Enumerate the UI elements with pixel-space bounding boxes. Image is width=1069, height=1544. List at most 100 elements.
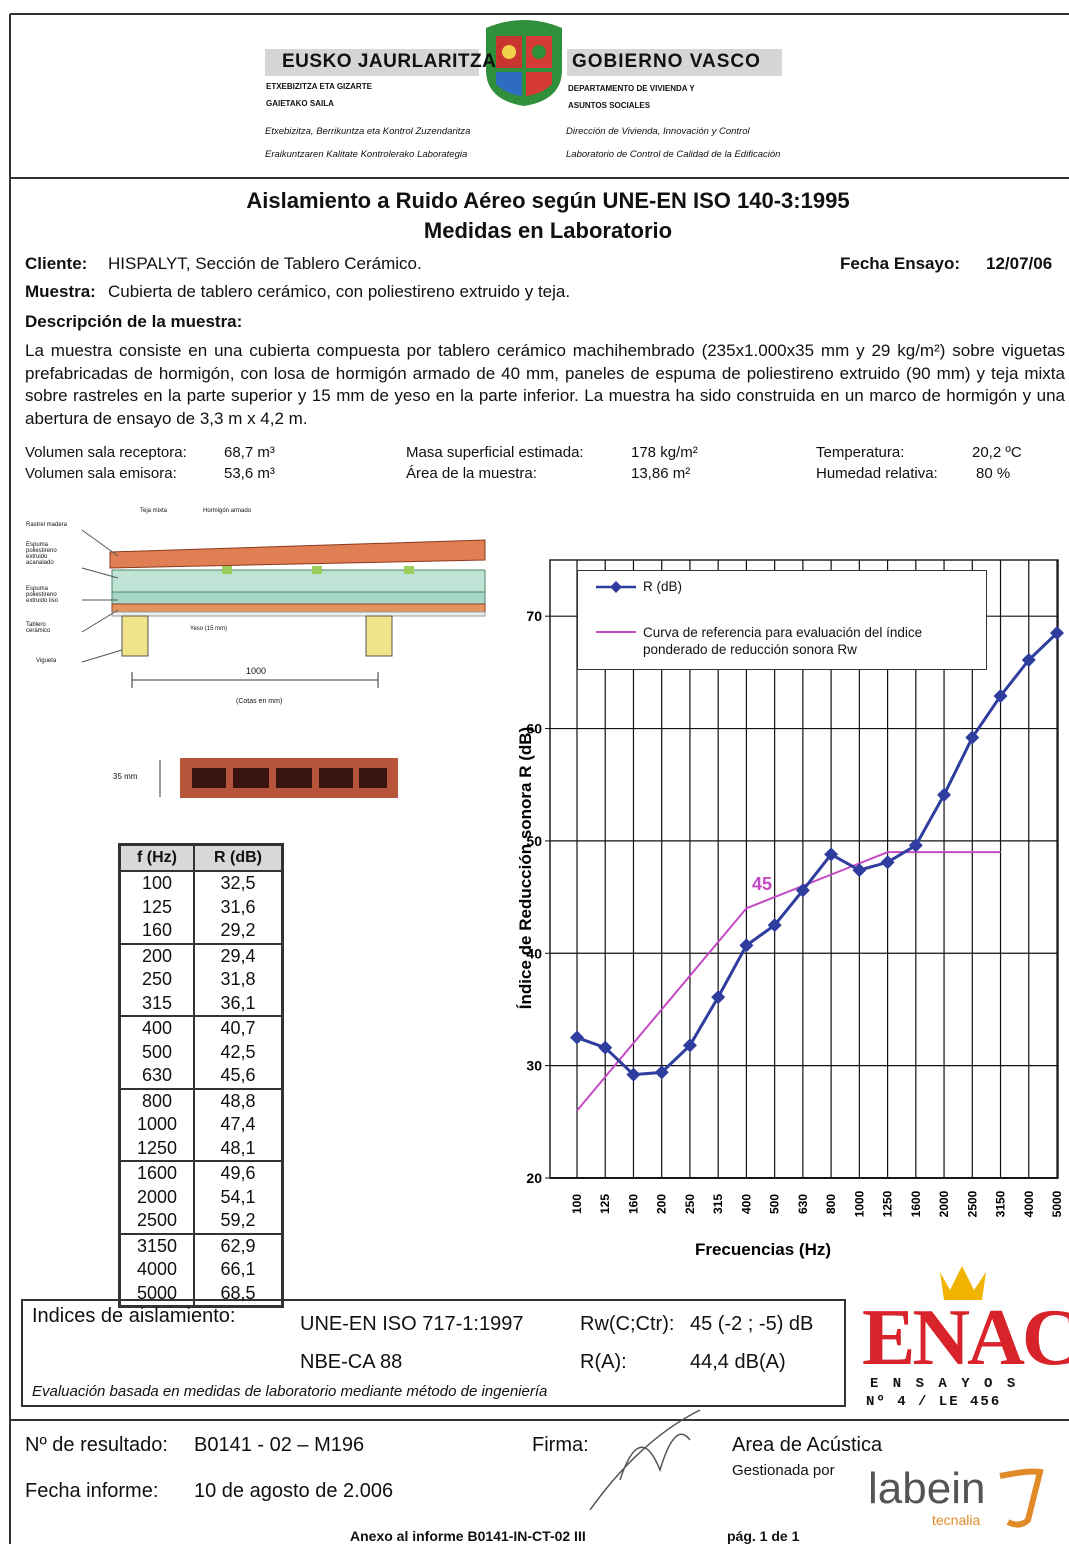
data-point [852, 863, 867, 878]
table-row: 3150 62,9 [118, 1233, 283, 1258]
data-point [937, 787, 952, 802]
signature-label: Firma: [532, 1434, 589, 1456]
brick-photo [159, 758, 398, 798]
managed: Gestionada por [732, 1462, 835, 1479]
enac-name: ENAC [862, 1294, 1069, 1382]
table-cell: 54,1 [193, 1185, 283, 1209]
series-line [576, 631, 1059, 1077]
x-tick-label: 250 [683, 1194, 697, 1214]
table-row: 100 32,5 [118, 871, 283, 896]
table-cell: 400 [118, 1016, 195, 1041]
y-tick-label: 60 [526, 721, 542, 737]
table-cell: 68,5 [193, 1281, 283, 1308]
param-value: 80 % [976, 465, 1011, 482]
table-cell: 31,8 [193, 968, 283, 992]
enac-sub: E N S A Y O S [870, 1376, 1019, 1392]
table-cell: 49,6 [193, 1161, 283, 1186]
sample-value: Cubierta de tablero cerámico, con polies… [108, 282, 571, 301]
table-row: 315 36,1 [118, 991, 283, 1017]
x-tick-label: 2000 [937, 1190, 951, 1217]
logo-right-dept: ASUNTOS SOCIALES [568, 101, 651, 110]
table-cell: 45,6 [193, 1064, 283, 1090]
logo-left-dept: ETXEBIZITZA ETA GIZARTE [266, 82, 372, 91]
diagram-label: 35 mm [113, 772, 138, 781]
header-line: Eraikuntzaren Kalitate Kontrolerako Labo… [265, 149, 468, 160]
diagram-label: Yeso (15 mm) [190, 626, 228, 632]
param-value: 53,6 m³ [224, 465, 275, 482]
logo-right-dept: DEPARTAMENTO DE VIVIENDA Y [568, 84, 695, 93]
x-tick-label: 500 [768, 1194, 782, 1214]
param-label: Masa superficial estimada: [406, 444, 584, 461]
y-tick-label: 50 [526, 833, 542, 849]
table-cell: 48,1 [193, 1136, 283, 1162]
table-cell: 40,7 [193, 1016, 283, 1041]
report-date-label: Fecha informe: [25, 1480, 159, 1502]
param-value: 20,2 ºC [972, 444, 1022, 461]
table-row: 125 31,6 [118, 895, 283, 919]
data-point [598, 1040, 613, 1055]
table-row: 200 29,4 [118, 943, 283, 968]
header-line: Dirección de Vivienda, Innovación y Cont… [566, 126, 750, 137]
description-label: Descripción de la muestra: [25, 312, 243, 331]
indices-box [21, 1299, 846, 1407]
table-cell: 500 [118, 1040, 195, 1064]
sample-label: Muestra: [25, 282, 96, 301]
table-row: 2500 59,2 [118, 1209, 283, 1235]
indices-symbol: R(A): [580, 1351, 627, 1373]
x-tick-label: 160 [626, 1194, 640, 1214]
table-row: 500 42,5 [118, 1040, 283, 1064]
x-tick-label: 3150 [994, 1190, 1008, 1217]
indices-value: 45 (-2 ; -5) dB [690, 1313, 814, 1335]
diagram-label: Espuma poliestireno extruido acanalado [26, 542, 57, 566]
client-label: Cliente: [25, 254, 88, 273]
diagram-label: Teja mixta [140, 508, 168, 514]
table-row: 1250 48,1 [118, 1136, 283, 1162]
param-label: Temperatura: [816, 444, 905, 461]
x-tick-label: 400 [739, 1194, 753, 1214]
x-axis-label: Frecuencias (Hz) [695, 1240, 831, 1259]
param-label: Volumen sala receptora: [25, 444, 187, 461]
indices-standard: UNE-EN ISO 717-1:1997 [300, 1313, 524, 1335]
diagram-label: Vigueta [36, 658, 57, 664]
y-tick-label: 20 [526, 1170, 542, 1186]
table-cell: 250 [118, 968, 195, 992]
header-line: Laboratorio de Control de Calidad de la … [566, 149, 781, 160]
param-value: 178 kg/m² [631, 444, 698, 461]
data-point [1050, 626, 1064, 641]
data-point [682, 1038, 697, 1053]
param-label: Área de la muestra: [406, 465, 537, 482]
annex: Anexo al informe B0141-IN-CT-02 III [350, 1528, 586, 1544]
frequency-table: f (Hz) R (dB) 100 32,5 125 31,6 160 29,2 200 29,4… [118, 843, 284, 1308]
area: Area de Acústica [732, 1434, 883, 1456]
table-cell: 4000 [118, 1258, 195, 1282]
table-row: 2000 54,1 [118, 1185, 283, 1209]
y-tick-label: 30 [526, 1058, 542, 1074]
indices-standard: NBE-CA 88 [300, 1351, 403, 1373]
enac-crown [940, 1266, 986, 1300]
table-cell: 42,5 [193, 1040, 283, 1064]
signature-mark [589, 1409, 701, 1511]
x-tick-label: 1250 [881, 1190, 895, 1217]
lab-name: labein [868, 1464, 986, 1513]
emblem [486, 20, 562, 106]
x-tick-label: 1600 [909, 1190, 923, 1217]
diagram-label: Rastrel madera [26, 522, 68, 528]
logo-right-box [567, 49, 782, 76]
x-tick-label: 315 [711, 1194, 725, 1214]
table-cell: 32,5 [193, 871, 283, 896]
client-value: HISPALYT, Sección de Tablero Cerámico. [108, 254, 422, 273]
table-cell: 125 [118, 895, 195, 919]
x-tick-label: 4000 [1022, 1190, 1036, 1217]
legend-entry: Curva de referencia para evaluación del … [643, 625, 923, 657]
diagram-label: Espuma poliestireno extruido liso [26, 586, 59, 604]
table-row: 630 45,6 [118, 1064, 283, 1090]
page-number: pág. 1 de 1 [727, 1528, 800, 1544]
subtitle: Medidas en Laboratorio [423, 218, 673, 243]
logo-right-name: GOBIERNO VASCO [572, 51, 761, 72]
table-row: 5000 68,5 [118, 1281, 283, 1308]
table-cell: 36,1 [193, 991, 283, 1017]
table-cell: 5000 [118, 1281, 195, 1308]
logo-left-name: EUSKO JAURLARITZA [282, 51, 497, 72]
data-point [570, 1030, 584, 1045]
test-date-value: 12/07/06 [986, 254, 1053, 273]
